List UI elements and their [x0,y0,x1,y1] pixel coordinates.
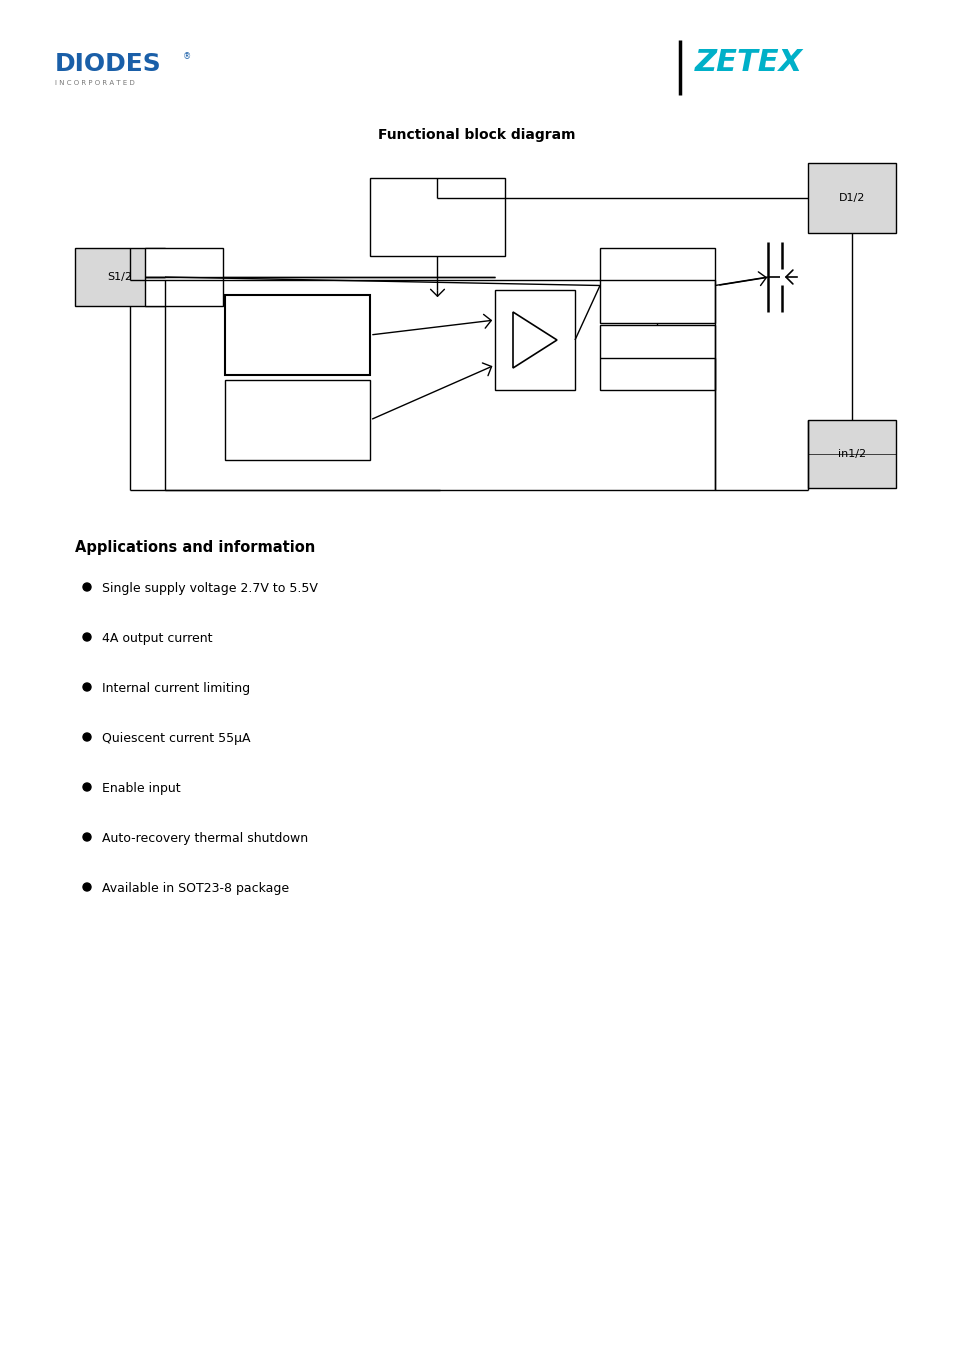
Circle shape [83,733,91,741]
Circle shape [83,783,91,791]
Circle shape [83,833,91,841]
Bar [807,163,895,234]
Text: S1/2: S1/2 [108,271,132,282]
Circle shape [83,583,91,591]
Circle shape [83,683,91,691]
Bar [599,248,714,323]
Bar [370,178,504,256]
Text: ®: ® [183,53,191,61]
Bar [599,325,714,390]
Text: Single supply voltage 2.7V to 5.5V: Single supply voltage 2.7V to 5.5V [102,582,317,595]
Bar [225,296,370,375]
Bar [145,248,223,306]
Bar [495,290,575,390]
Bar [165,279,714,490]
Text: Available in SOT23-8 package: Available in SOT23-8 package [102,882,289,895]
Text: I N C O R P O R A T E D: I N C O R P O R A T E D [55,80,134,86]
Text: D1/2: D1/2 [838,193,864,202]
Text: Quiescent current 55μA: Quiescent current 55μA [102,732,251,745]
Text: Enable input: Enable input [102,782,180,795]
Text: Functional block diagram: Functional block diagram [377,128,576,142]
Text: Internal current limiting: Internal current limiting [102,682,250,695]
Bar [75,248,165,306]
Text: Auto-recovery thermal shutdown: Auto-recovery thermal shutdown [102,832,308,845]
Text: ZETEX: ZETEX [695,49,802,77]
Text: DIODES: DIODES [55,53,162,76]
Circle shape [83,883,91,891]
Circle shape [83,633,91,641]
Bar [807,420,895,487]
Bar [225,379,370,460]
Text: Applications and information: Applications and information [75,540,314,555]
Text: 4A output current: 4A output current [102,632,213,645]
Text: in1/2: in1/2 [837,450,865,459]
